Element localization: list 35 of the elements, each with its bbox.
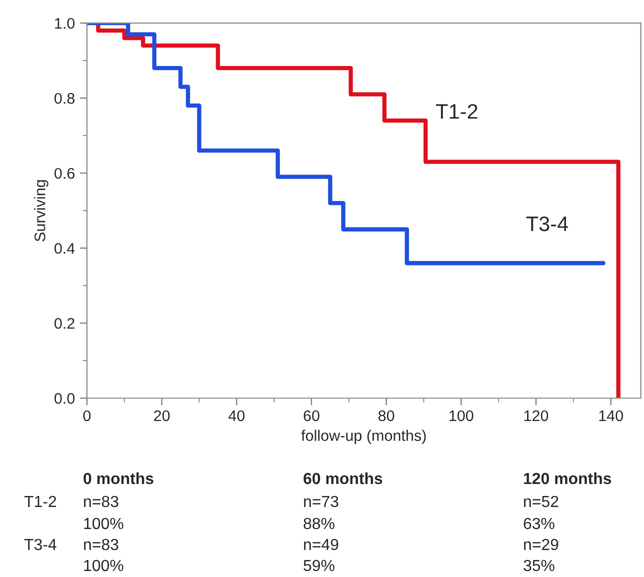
- text: n=49: [304, 538, 338, 550]
- x-tick-label: 20: [154, 410, 170, 422]
- text: T1-2: [24, 496, 56, 507]
- y-tick-label: 0.4: [54, 242, 75, 254]
- text: n=73: [304, 496, 338, 508]
- text: 35%: [524, 560, 554, 572]
- x-tick-label: 60: [304, 410, 320, 422]
- series-label: T1-2: [436, 104, 478, 119]
- y-tick-label: 0.6: [54, 168, 74, 179]
- series-label: T3-4: [526, 216, 568, 232]
- y-tick-label: 0.0: [54, 393, 75, 404]
- text: n=83: [84, 538, 118, 550]
- y-axis-title: Surviving: [34, 180, 48, 242]
- y-tick-label: 0.8: [54, 92, 74, 104]
- x-axis-title: follow-up (months): [301, 430, 426, 444]
- text: 88%: [304, 518, 334, 530]
- text: n=52: [524, 496, 558, 508]
- text: 59%: [304, 560, 334, 572]
- x-tick-label: 140: [599, 410, 623, 422]
- text: T3-4: [24, 538, 56, 550]
- text: n=29: [524, 538, 558, 550]
- x-tick-label: 0: [83, 410, 91, 422]
- text: 100%: [84, 518, 124, 530]
- x-tick-label: 80: [378, 410, 394, 422]
- y-tick-label: 0.2: [54, 318, 74, 329]
- x-tick-label: 120: [524, 410, 548, 422]
- x-tick-label: 40: [228, 410, 245, 422]
- x-tick-label: 100: [450, 410, 474, 422]
- text: 100%: [84, 560, 124, 572]
- text: 120 months: [524, 472, 612, 484]
- y-tick-label: 1.0: [55, 18, 75, 29]
- text: 0 months: [84, 472, 154, 484]
- text: n=83: [84, 496, 118, 508]
- text: 63%: [524, 518, 554, 530]
- text: 60 months: [304, 472, 382, 484]
